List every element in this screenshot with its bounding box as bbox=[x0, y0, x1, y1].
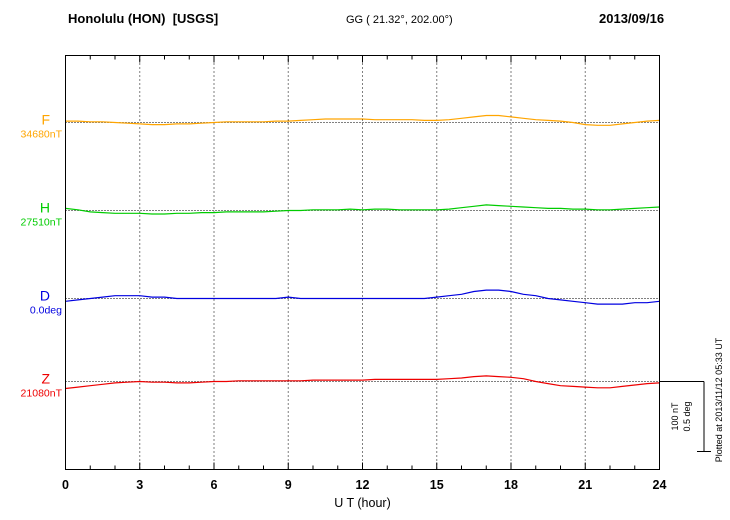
channel-label-F: F bbox=[41, 112, 50, 128]
x-tick-label-12: 12 bbox=[356, 478, 370, 492]
plot-border bbox=[65, 55, 660, 470]
channel-baseline-value-H: 27510nT bbox=[21, 217, 63, 229]
x-tick-label-6: 6 bbox=[211, 478, 218, 492]
scale-label-deg: 0.5 deg bbox=[682, 401, 692, 431]
x-tick-label-24: 24 bbox=[653, 478, 667, 492]
channel-baseline-value-D: 0.0deg bbox=[30, 305, 62, 317]
x-tick-label-9: 9 bbox=[285, 478, 292, 492]
x-tick-label-18: 18 bbox=[504, 478, 518, 492]
x-axis-label: U T (hour) bbox=[334, 496, 391, 510]
trace-Z bbox=[65, 375, 660, 390]
station-title: Honolulu (HON) [USGS] bbox=[68, 11, 219, 26]
x-tick-label-15: 15 bbox=[430, 478, 444, 492]
trace-F bbox=[65, 114, 660, 126]
x-tick-label-0: 0 bbox=[62, 478, 69, 492]
channel-baseline-value-F: 34680nT bbox=[21, 129, 63, 141]
channel-baseline-value-Z: 21080nT bbox=[21, 388, 63, 400]
plotted-at-note: Plotted at 2013/11/12 05:33 UT bbox=[714, 337, 724, 462]
channel-label-D: D bbox=[40, 288, 50, 304]
channel-label-H: H bbox=[40, 200, 50, 216]
plot-date: 2013/09/16 bbox=[599, 11, 665, 26]
x-tick-label-21: 21 bbox=[578, 478, 592, 492]
scale-label-nT: 100 nT bbox=[670, 402, 680, 431]
trace-H bbox=[65, 204, 660, 215]
geo-coordinates: GG ( 21.32°, 202.00°) bbox=[346, 14, 453, 26]
channel-label-Z: Z bbox=[41, 371, 50, 387]
x-tick-label-3: 3 bbox=[136, 478, 143, 492]
trace-D bbox=[65, 289, 660, 305]
